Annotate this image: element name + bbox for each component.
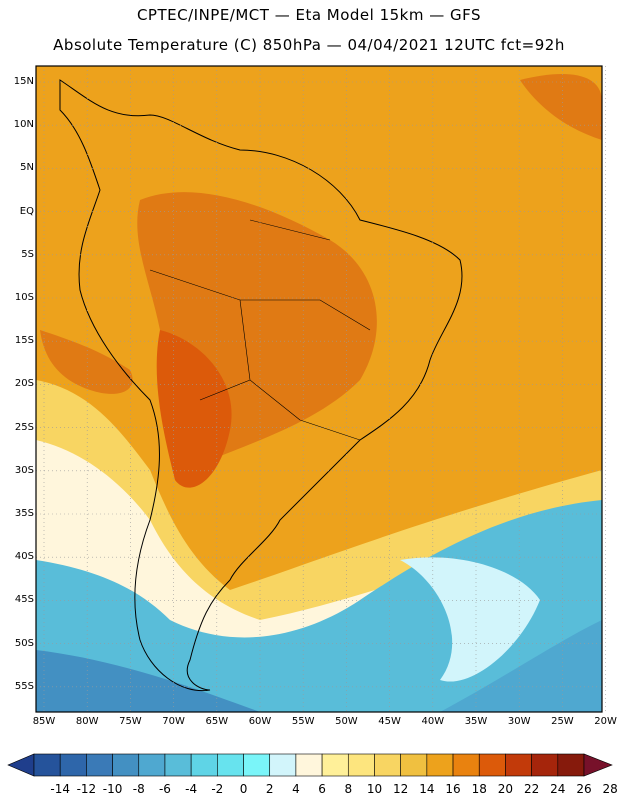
lon-label: 85W bbox=[32, 716, 56, 727]
lat-label: 10S bbox=[14, 292, 34, 303]
colorbar-label: -4 bbox=[185, 782, 198, 796]
title-line-1: CPTEC/INPE/MCT — Eta Model 15km — GFS bbox=[136, 6, 482, 24]
country-borders bbox=[149, 219, 371, 441]
colorbar-box bbox=[505, 753, 532, 777]
colorbar-box bbox=[374, 753, 401, 777]
colorbar-box bbox=[33, 753, 61, 777]
colorbar-label: 2 bbox=[265, 782, 274, 796]
lon-label: 40W bbox=[421, 716, 445, 727]
colorbar-box bbox=[295, 753, 323, 777]
lat-label: 30S bbox=[14, 464, 34, 476]
field-hot-north bbox=[520, 74, 602, 140]
colorbar-box bbox=[478, 753, 506, 777]
lon-label: 60W bbox=[248, 716, 272, 727]
lon-label: 75W bbox=[119, 716, 142, 727]
lat-label: 5S bbox=[21, 248, 34, 260]
colorbar-box bbox=[217, 753, 244, 777]
colorbar-box bbox=[164, 753, 192, 777]
colorbar-label: 18 bbox=[471, 782, 487, 796]
lon-label: 80W bbox=[75, 716, 99, 727]
lat-label: 15S bbox=[14, 335, 34, 347]
colorbar-box bbox=[557, 753, 585, 777]
lat-label: 5N bbox=[20, 162, 34, 174]
colorbar-label: 16 bbox=[445, 782, 461, 796]
lat-label: 45S bbox=[14, 594, 34, 606]
colorbar-arrow-low bbox=[7, 753, 35, 777]
colorbar-label: -12 bbox=[76, 782, 97, 796]
colorbar-box bbox=[112, 753, 140, 777]
colorbar-label: 20 bbox=[497, 782, 514, 796]
colorbar-box bbox=[269, 753, 297, 777]
colorbar-label: -10 bbox=[102, 782, 123, 796]
lat-label: 20S bbox=[14, 378, 34, 390]
lon-label: 55W bbox=[291, 716, 315, 727]
colorbar-label: 12 bbox=[393, 782, 409, 796]
lon-label: 45W bbox=[378, 716, 401, 727]
lon-label: 50W bbox=[335, 716, 358, 727]
field-colder bbox=[36, 650, 260, 712]
title-line-2: Absolute Temperature (C) 850hPa — 04/04/… bbox=[53, 36, 565, 54]
lon-label: 70W bbox=[162, 716, 185, 727]
lon-label: 25W bbox=[551, 716, 574, 727]
field-hot-peru bbox=[40, 330, 133, 394]
colorbar-label: 0 bbox=[239, 782, 248, 796]
colorbar-label: 8 bbox=[344, 782, 353, 796]
lat-label: 50S bbox=[14, 637, 34, 649]
lon-label: 30W bbox=[507, 716, 531, 727]
colorbar-label: 4 bbox=[292, 782, 300, 796]
colorbar-label: -6 bbox=[158, 782, 171, 796]
colorbar-label: 28 bbox=[602, 782, 618, 796]
colorbar-arrow-high bbox=[583, 753, 613, 777]
lat-label: EQ bbox=[19, 205, 34, 217]
lat-label: 10N bbox=[13, 119, 34, 131]
colorbar-label: -14 bbox=[50, 782, 70, 796]
colorbar-box bbox=[400, 753, 428, 777]
lat-label: 35S bbox=[14, 508, 34, 519]
colorbar-box bbox=[190, 753, 218, 777]
colorbar-label: 22 bbox=[523, 782, 540, 796]
lon-label: 35W bbox=[464, 716, 488, 727]
colorbar-label: 24 bbox=[550, 782, 566, 796]
map-frame bbox=[35, 65, 603, 713]
colorbar-box bbox=[59, 753, 87, 777]
field-pale-east bbox=[400, 557, 540, 682]
lat-label: 25S bbox=[14, 421, 34, 433]
colorbar-box bbox=[321, 753, 349, 777]
continent-outline bbox=[59, 79, 463, 692]
colorbar-box bbox=[138, 753, 166, 777]
colorbar-label: 6 bbox=[318, 782, 326, 796]
field-hot-chaco bbox=[156, 330, 232, 488]
lon-label: 20W bbox=[594, 716, 617, 727]
lon-label: 65W bbox=[205, 716, 229, 727]
colorbar-box bbox=[426, 753, 454, 777]
colorbar-label: 10 bbox=[366, 782, 383, 796]
field-colder-ocean bbox=[440, 620, 602, 712]
colorbar-label: 14 bbox=[419, 782, 435, 796]
lat-label: 15N bbox=[13, 76, 34, 87]
colorbar-label: 26 bbox=[576, 782, 592, 796]
colorbar-box bbox=[86, 753, 113, 777]
colorbar-box bbox=[531, 753, 559, 777]
lat-label: 40S bbox=[14, 551, 34, 563]
colorbar-label: -8 bbox=[132, 782, 145, 796]
colorbar bbox=[7, 753, 613, 777]
colorbar-box bbox=[452, 753, 480, 777]
lat-label: 55S bbox=[14, 680, 34, 692]
colorbar-label: -2 bbox=[211, 782, 224, 796]
colorbar-box bbox=[347, 753, 375, 777]
colorbar-box bbox=[243, 753, 271, 777]
